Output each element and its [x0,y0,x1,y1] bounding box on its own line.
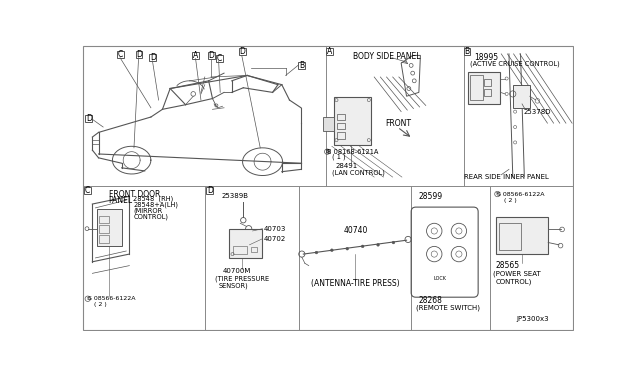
Text: PANEL: PANEL [109,196,132,205]
Bar [99,217,109,222]
Text: 40702: 40702 [264,236,286,242]
Bar [513,85,530,108]
Text: 25389B: 25389B [221,193,249,199]
Bar [149,54,156,61]
Text: S 08566-6122A: S 08566-6122A [497,192,545,196]
Text: B 08168-6121A: B 08168-6121A [327,149,379,155]
Bar [323,117,334,131]
Text: 28491: 28491 [336,163,358,169]
Text: S: S [86,297,89,301]
Text: FRONT DOOR: FRONT DOOR [109,190,160,199]
Text: (MIRROR: (MIRROR [133,208,163,214]
Text: CONTROL): CONTROL) [133,214,168,220]
Circle shape [361,245,364,248]
Circle shape [346,247,349,250]
Text: 40740: 40740 [344,227,368,235]
Bar [463,48,470,55]
Bar [484,89,492,96]
Text: (TIRE PRESSURE: (TIRE PRESSURE [215,276,269,282]
Bar [334,97,371,145]
Bar [298,62,305,68]
Bar [326,48,333,55]
Bar [234,246,247,254]
Circle shape [392,241,395,244]
Text: B: B [465,48,470,57]
Text: D: D [209,51,214,60]
Bar [136,51,143,58]
Text: ( 2 ): ( 2 ) [94,302,107,307]
Text: D: D [150,53,156,62]
Bar [117,51,124,58]
Bar [337,123,345,129]
Bar [499,222,520,250]
Bar [86,115,92,122]
Text: D: D [136,50,142,59]
Text: JP5300x3: JP5300x3 [516,316,549,322]
Text: C: C [216,54,221,62]
Bar [99,225,109,232]
Text: (POWER SEAT: (POWER SEAT [493,271,541,278]
Bar [84,187,91,194]
Text: D: D [207,186,212,195]
Bar [484,78,492,86]
Circle shape [377,243,380,246]
Bar [239,48,246,55]
Text: 18995: 18995 [474,53,499,62]
Text: CONTROL): CONTROL) [496,279,532,285]
Text: 25378D: 25378D [524,109,551,115]
Text: 28548  (RH): 28548 (RH) [133,195,173,202]
Text: S 08566-6122A: S 08566-6122A [88,296,135,301]
Bar [216,55,223,62]
Bar [496,217,548,254]
Text: C: C [84,186,90,195]
Text: 28548+A(LH): 28548+A(LH) [133,202,178,208]
Text: B: B [299,61,304,70]
Bar [208,52,215,58]
Text: D: D [239,48,245,57]
Text: 28565: 28565 [496,261,520,270]
Text: S: S [496,192,499,196]
Bar [470,76,483,100]
Text: (ACTIVE CRUISE CONTROL): (ACTIVE CRUISE CONTROL) [470,61,560,67]
Bar [251,247,257,252]
Text: C: C [118,50,123,59]
Text: ( 2 ): ( 2 ) [504,198,516,203]
Bar [206,187,213,194]
Text: (REMOTE SWITCH): (REMOTE SWITCH) [416,305,480,311]
Text: REAR SIDE INNER PANEL: REAR SIDE INNER PANEL [464,174,549,180]
Text: (LAN CONTROL): (LAN CONTROL) [332,169,385,176]
Text: 28599: 28599 [419,192,443,201]
Text: SENSOR): SENSOR) [219,282,248,289]
Bar [230,229,262,258]
Bar [337,114,345,120]
Text: 40703: 40703 [264,226,287,232]
Bar [193,52,200,58]
Text: LOCK: LOCK [433,276,446,281]
Bar [468,71,500,104]
Text: A: A [193,51,198,60]
Text: A: A [327,48,333,57]
Text: 28268: 28268 [419,296,443,305]
Text: FRONT: FRONT [386,119,412,128]
Text: BODY SIDE PANEL: BODY SIDE PANEL [353,52,420,61]
Circle shape [315,251,318,254]
Text: (ANTENNA-TIRE PRESS): (ANTENNA-TIRE PRESS) [311,279,400,288]
Circle shape [330,249,333,251]
Bar [99,235,109,243]
Text: B: B [326,149,329,154]
Text: D: D [86,115,92,124]
Bar [337,132,345,139]
Text: ( 1 ): ( 1 ) [332,154,346,160]
Bar [97,209,122,246]
Text: 40700M: 40700M [223,268,251,274]
